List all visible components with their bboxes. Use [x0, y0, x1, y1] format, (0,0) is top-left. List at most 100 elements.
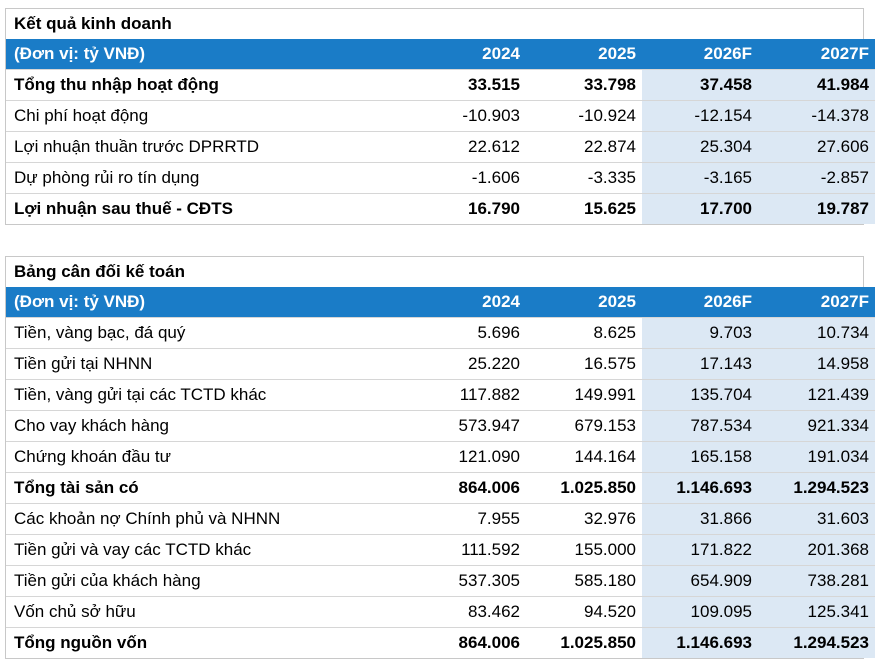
- table-row: Lợi nhuận sau thuế - CĐTS 16.790 15.625 17.…: [6, 193, 875, 224]
- row-value: 83.462: [409, 596, 526, 628]
- table-row: Tiền gửi của khách hàng 537.305 585.180 654…: [6, 565, 875, 597]
- row-value: 19.787: [758, 193, 875, 224]
- row-value: 14.958: [758, 348, 875, 380]
- year-header-2026f: 2026F: [703, 44, 752, 63]
- row-label: Tiền, vàng gửi tại các TCTD khác: [6, 379, 409, 411]
- unit-header: (Đơn vị: tỷ VNĐ): [14, 292, 146, 311]
- row-value: 201.368: [758, 534, 875, 566]
- row-value: 537.305: [409, 565, 526, 597]
- row-label: Tổng nguồn vốn: [6, 627, 409, 658]
- row-value: 679.153: [526, 410, 642, 442]
- table-row: Cho vay khách hàng 573.947 679.153 787.534 9…: [6, 410, 875, 442]
- row-label: Lợi nhuận sau thuế - CĐTS: [6, 193, 409, 224]
- row-value: 33.798: [526, 69, 642, 101]
- row-value: -1.606: [409, 162, 526, 194]
- row-label: Các khoản nợ Chính phủ và NHNN: [6, 503, 409, 535]
- row-label: Chứng khoán đầu tư: [6, 441, 409, 473]
- year-header-2024: 2024: [482, 44, 520, 63]
- income-statement-section: Kết quả kinh doanh (Đơn vị: tỷ VNĐ) 2024…: [5, 8, 875, 225]
- row-value: -10.924: [526, 100, 642, 132]
- row-value: 41.984: [758, 69, 875, 101]
- row-value: 25.220: [409, 348, 526, 380]
- row-value: 37.458: [642, 69, 758, 101]
- row-value: 25.304: [642, 131, 758, 163]
- income-header-row: (Đơn vị: tỷ VNĐ) 2024 2025 2026F 2027F: [6, 39, 875, 70]
- balance-sheet-table: (Đơn vị: tỷ VNĐ) 2024 2025 2026F 2027F T…: [6, 287, 875, 658]
- income-statement-table: (Đơn vị: tỷ VNĐ) 2024 2025 2026F 2027F T…: [6, 39, 875, 224]
- row-value: 17.700: [642, 193, 758, 224]
- year-header-2027f: 2027F: [820, 44, 869, 63]
- table-row: Vốn chủ sở hữu 83.462 94.520 109.095 125.341: [6, 596, 875, 628]
- year-header-2025: 2025: [598, 292, 636, 311]
- unit-header: (Đơn vị: tỷ VNĐ): [14, 44, 146, 63]
- row-value: 1.294.523: [758, 627, 875, 658]
- row-value: 165.158: [642, 441, 758, 473]
- row-value: 22.874: [526, 131, 642, 163]
- row-value: 1.025.850: [526, 472, 642, 504]
- row-value: 8.625: [526, 317, 642, 349]
- row-value: -12.154: [642, 100, 758, 132]
- row-value: 31.866: [642, 503, 758, 535]
- row-value: 1.146.693: [642, 627, 758, 658]
- row-label: Tiền gửi và vay các TCTD khác: [6, 534, 409, 566]
- row-value: 32.976: [526, 503, 642, 535]
- row-value: 864.006: [409, 472, 526, 504]
- row-value: -3.165: [642, 162, 758, 194]
- row-value: 17.143: [642, 348, 758, 380]
- row-value: 16.575: [526, 348, 642, 380]
- row-value: 149.991: [526, 379, 642, 411]
- row-label: Lợi nhuận thuần trước DPRRTD: [6, 131, 409, 163]
- row-value: 738.281: [758, 565, 875, 597]
- row-value: 171.822: [642, 534, 758, 566]
- row-value: 144.164: [526, 441, 642, 473]
- row-value: -3.335: [526, 162, 642, 194]
- row-value: 15.625: [526, 193, 642, 224]
- row-value: 22.612: [409, 131, 526, 163]
- row-value: 155.000: [526, 534, 642, 566]
- row-value: 573.947: [409, 410, 526, 442]
- row-value: 654.909: [642, 565, 758, 597]
- row-value: 10.734: [758, 317, 875, 349]
- row-label: Dự phòng rủi ro tín dụng: [6, 162, 409, 194]
- row-value: 921.334: [758, 410, 875, 442]
- row-value: 585.180: [526, 565, 642, 597]
- row-value: 31.603: [758, 503, 875, 535]
- table-row: Tiền gửi và vay các TCTD khác 111.592 155.…: [6, 534, 875, 566]
- year-header-2025: 2025: [598, 44, 636, 63]
- row-label: Tổng tài sản có: [6, 472, 409, 504]
- row-value: 1.294.523: [758, 472, 875, 504]
- row-value: 864.006: [409, 627, 526, 658]
- row-value: 121.090: [409, 441, 526, 473]
- row-value: 121.439: [758, 379, 875, 411]
- balance-sheet-section: Bảng cân đối kế toán (Đơn vị: tỷ VNĐ) 20…: [5, 256, 875, 659]
- table-row: Lợi nhuận thuần trước DPRRTD 22.612 22.874…: [6, 131, 875, 163]
- balance-header-row: (Đơn vị: tỷ VNĐ) 2024 2025 2026F 2027F: [6, 287, 875, 318]
- row-value: 94.520: [526, 596, 642, 628]
- row-value: -2.857: [758, 162, 875, 194]
- row-label: Chi phí hoạt động: [6, 100, 409, 132]
- balance-sheet-title: Bảng cân đối kế toán: [14, 262, 185, 281]
- row-value: 135.704: [642, 379, 758, 411]
- row-value: 1.025.850: [526, 627, 642, 658]
- table-row: Tổng thu nhập hoạt động 33.515 33.798 37.45…: [6, 69, 875, 101]
- row-label: Cho vay khách hàng: [6, 410, 409, 442]
- row-label: Tiền gửi của khách hàng: [6, 565, 409, 597]
- row-label: Tổng thu nhập hoạt động: [6, 69, 409, 101]
- row-value: 117.882: [409, 379, 526, 411]
- table-row: Tiền, vàng bạc, đá quý 5.696 8.625 9.703 10.…: [6, 317, 875, 349]
- row-value: 125.341: [758, 596, 875, 628]
- row-label: Vốn chủ sở hữu: [6, 596, 409, 628]
- table-row: Tiền gửi tại NHNN 25.220 16.575 17.143 14.95…: [6, 348, 875, 380]
- row-value: 33.515: [409, 69, 526, 101]
- row-value: 109.095: [642, 596, 758, 628]
- row-value: 787.534: [642, 410, 758, 442]
- row-value: 27.606: [758, 131, 875, 163]
- row-value: 9.703: [642, 317, 758, 349]
- row-value: -14.378: [758, 100, 875, 132]
- row-value: -10.903: [409, 100, 526, 132]
- row-value: 1.146.693: [642, 472, 758, 504]
- row-value: 7.955: [409, 503, 526, 535]
- row-value: 191.034: [758, 441, 875, 473]
- year-header-2024: 2024: [482, 292, 520, 311]
- table-row: Tổng tài sản có 864.006 1.025.850 1.146.693…: [6, 472, 875, 504]
